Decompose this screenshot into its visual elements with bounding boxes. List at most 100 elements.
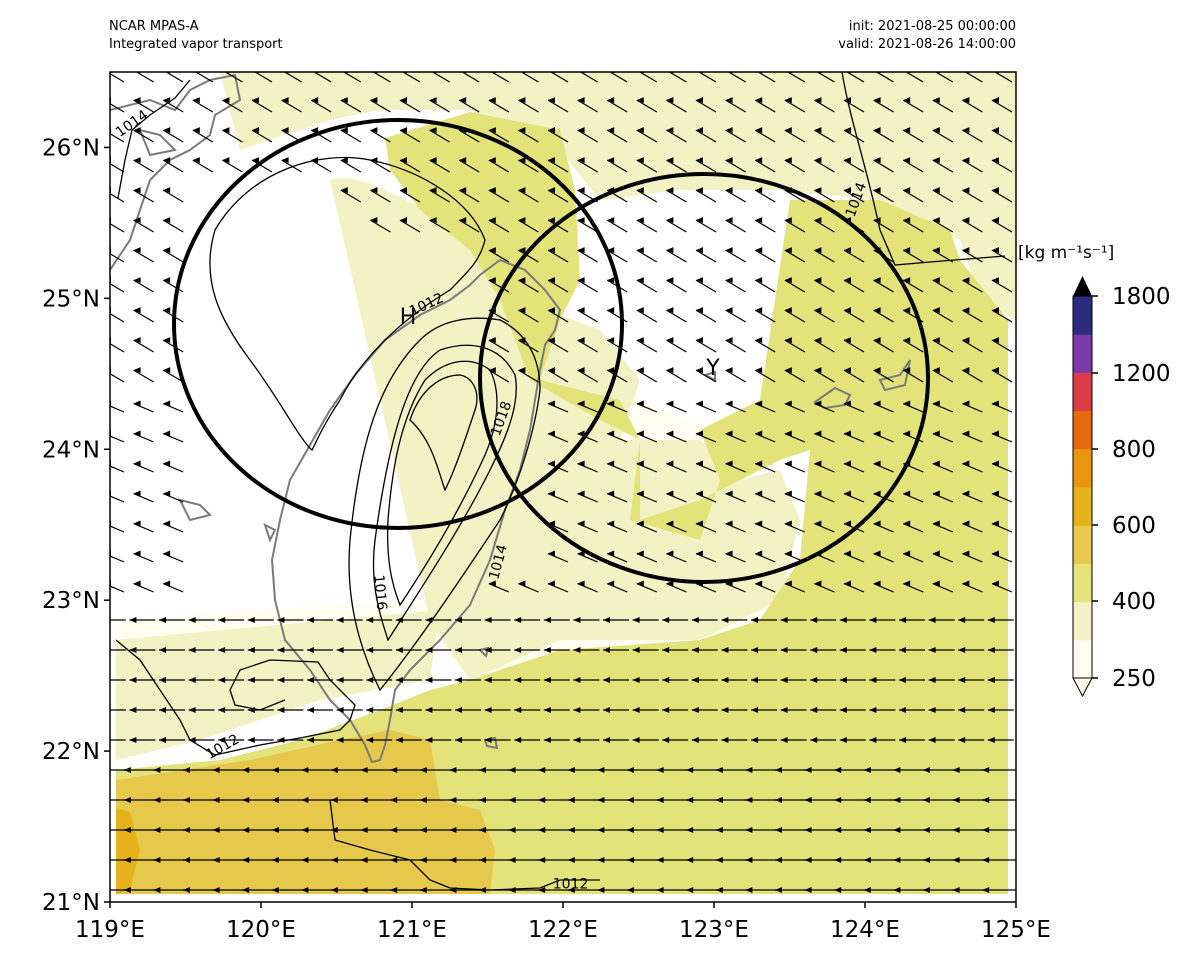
colorbar-extend-min: [1072, 677, 1093, 698]
ivt-vector-head: [133, 580, 141, 587]
ivt-vector-head: [548, 97, 555, 104]
ivt-vector: [754, 159, 776, 173]
colorbar-segment: [1073, 525, 1092, 564]
ivt-vector-head: [903, 430, 911, 437]
ivt-vector-head: [784, 430, 792, 437]
ivt-vector: [547, 189, 569, 203]
ivt-vector-head: [301, 827, 309, 833]
ivt-vector-head: [129, 617, 137, 623]
ivt-vector: [991, 309, 1013, 323]
ivt-vector-head: [952, 797, 960, 803]
ivt-vector-head: [666, 430, 674, 437]
ivt-vector: [784, 129, 806, 143]
ivt-vector: [902, 369, 924, 383]
ivt-vector-head: [725, 157, 733, 164]
ivt-vector-head: [331, 857, 338, 863]
ivt-vector-head: [340, 97, 348, 104]
ivt-vector: [577, 309, 598, 323]
ivt-vector-head: [636, 277, 644, 284]
ivt-vector: [636, 189, 658, 203]
ivt-vector: [695, 249, 717, 263]
ivt-vector: [754, 249, 776, 263]
ivt-vector-head: [242, 827, 250, 833]
ivt-vector: [547, 129, 569, 143]
ivt-vector: [547, 309, 569, 323]
ivt-vector-head: [607, 580, 615, 587]
ivt-vector-head: [548, 247, 555, 254]
marker-h: H: [400, 305, 417, 330]
ivt-vector: [162, 369, 184, 383]
ivt-vector-head: [656, 767, 664, 773]
colorbar-segment: [1073, 448, 1092, 488]
ivt-vector-head: [899, 707, 906, 713]
isobar-1014-taiwan: [348, 317, 541, 692]
ivt-vector-head: [271, 857, 279, 863]
ivt-vector-head: [94, 797, 101, 803]
ivt-vector: [902, 129, 924, 143]
ivt-vector-head: [873, 337, 881, 344]
ivt-vector-head: [844, 367, 851, 374]
ivt-vector-head: [301, 857, 309, 863]
ivt-vector-head: [863, 827, 871, 833]
ivt-vector-head: [928, 707, 936, 713]
ivt-vector: [577, 279, 598, 293]
ivt-vector-head: [751, 677, 758, 683]
ivt-vector: [222, 129, 243, 143]
svg-text:1012: 1012: [553, 876, 589, 892]
ivt-vector-head: [281, 97, 289, 104]
ivt-vector-head: [696, 157, 703, 164]
ivt-vector-head: [163, 400, 171, 407]
ivt-vector-head: [725, 460, 733, 467]
ivt-vector: [110, 283, 125, 293]
ivt-vector: [754, 369, 776, 383]
ivt-vector-head: [548, 430, 555, 437]
colorbar-units: [kg m⁻¹s⁻¹]: [1018, 243, 1114, 263]
ivt-vector-head: [518, 157, 526, 164]
ivt-vector-head: [814, 247, 822, 254]
isobar-1016: [372, 344, 517, 642]
ivt-vector-head: [992, 157, 999, 164]
ivt-vector-head: [962, 580, 970, 587]
ivt-vector-head: [425, 617, 433, 623]
ivt-vector-head: [548, 580, 555, 587]
ivt-vector-head: [745, 767, 753, 773]
ivt-vector-head: [508, 797, 516, 803]
ivt-vector-head: [691, 737, 699, 743]
pressure-contours: [115, 72, 1006, 891]
ivt-vector-head: [834, 797, 842, 803]
ivt-vector-head: [962, 247, 970, 254]
ivt-vector: [340, 189, 362, 203]
ivt-vector: [962, 339, 983, 353]
ivt-vector-head: [607, 277, 615, 284]
ivt-vector-head: [775, 797, 782, 803]
ivt-vector-head: [123, 857, 131, 863]
ivt-vector-head: [607, 307, 615, 314]
ivt-vector-head: [212, 887, 220, 893]
plot-header-left: NCAR MPAS-A Integrated vapor transport: [109, 18, 283, 54]
ivt-vector: [488, 249, 510, 263]
ivt-vector-head: [366, 647, 374, 653]
ivt-vector-head: [903, 277, 911, 284]
ivt-vector-head: [133, 367, 141, 374]
ivt-vector-head: [183, 827, 190, 833]
ivt-vector-head: [212, 797, 220, 803]
ivt-vector-head: [159, 707, 166, 713]
ivt-vector: [902, 279, 924, 293]
ivt-vector-head: [636, 430, 644, 437]
ivt-vector-head: [721, 737, 729, 743]
ivt-vector-head: [873, 430, 881, 437]
ivt-vector: [754, 99, 776, 113]
ivt-vector-head: [247, 707, 255, 713]
ivt-vector-head: [488, 277, 496, 284]
ivt-vector-head: [488, 127, 496, 134]
ivt-vector-head: [100, 707, 107, 713]
ivt-vector-head: [340, 127, 348, 134]
ivt-vector: [518, 369, 539, 383]
ivt-vector: [636, 309, 658, 323]
ivt-vector-head: [188, 617, 196, 623]
ivt-vector-head: [932, 277, 940, 284]
ivt-vector-head: [163, 367, 171, 374]
ivt-vector-head: [844, 460, 851, 467]
ivt-vector: [370, 159, 391, 173]
ivt-vector-head: [100, 677, 107, 683]
